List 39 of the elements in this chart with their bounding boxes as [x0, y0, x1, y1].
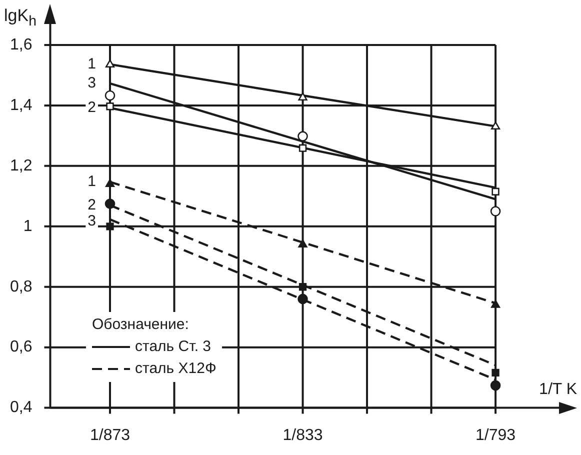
point — [298, 131, 308, 142]
point — [490, 206, 501, 216]
y-tick-label: 0,4 — [10, 399, 32, 416]
point — [298, 294, 308, 304]
y-axis-title: lgK$_{h}$ — [4, 6, 36, 30]
point — [298, 92, 308, 101]
series-label: 3 — [88, 74, 96, 92]
x-tick-label: 1/873 — [90, 426, 130, 444]
series-label: 3 — [88, 212, 96, 230]
x-axis-title: 1/T K — [539, 381, 578, 398]
y-tick-label: 1,4 — [10, 96, 32, 114]
y-tick-label: 1 — [23, 218, 32, 235]
annotation: сталь Ст. 3 — [135, 337, 211, 357]
point — [105, 178, 115, 187]
point — [492, 188, 500, 196]
point — [298, 144, 307, 152]
point — [106, 222, 114, 230]
point — [298, 283, 307, 291]
annotation: Обозначение: — [92, 315, 189, 335]
series-label: 1 — [88, 173, 96, 190]
series-label: 2 — [88, 196, 96, 214]
point — [298, 239, 308, 248]
point — [105, 60, 115, 68]
point — [490, 300, 500, 308]
point — [104, 198, 116, 209]
point — [490, 380, 501, 391]
y-tick-label: 0,8 — [10, 278, 32, 296]
y-tick-label: 1,2 — [10, 157, 32, 174]
annotation: сталь Х12Ф — [135, 359, 216, 379]
point — [490, 121, 500, 130]
point — [492, 368, 500, 377]
x-tick-label: 1/833 — [282, 426, 323, 444]
y-tick-label: 1,6 — [10, 36, 32, 54]
x-tick-label: 1/793 — [476, 426, 516, 444]
series-label: 1 — [88, 55, 96, 72]
y-tick-label: 0,6 — [10, 338, 32, 356]
point — [104, 90, 116, 101]
series-label: 2 — [88, 99, 96, 116]
point — [106, 102, 114, 110]
